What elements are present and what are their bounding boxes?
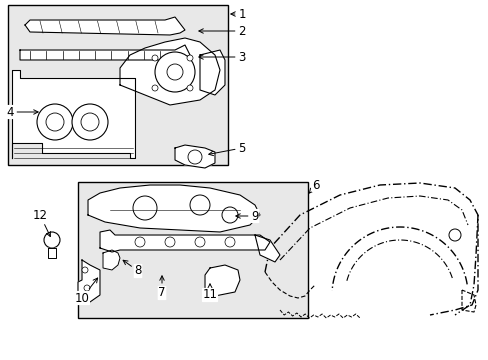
- Bar: [78, 182, 307, 318]
- Circle shape: [164, 237, 175, 247]
- Text: 5: 5: [208, 141, 245, 156]
- Circle shape: [44, 232, 60, 248]
- Polygon shape: [25, 17, 184, 35]
- Circle shape: [186, 55, 193, 61]
- Text: 8: 8: [123, 260, 142, 278]
- Polygon shape: [175, 145, 215, 168]
- Circle shape: [84, 285, 90, 291]
- Circle shape: [133, 196, 157, 220]
- Polygon shape: [12, 70, 135, 158]
- Circle shape: [82, 267, 88, 273]
- Text: 2: 2: [199, 24, 245, 37]
- Polygon shape: [254, 235, 280, 262]
- Circle shape: [81, 113, 99, 131]
- Circle shape: [190, 195, 209, 215]
- Circle shape: [448, 229, 460, 241]
- Polygon shape: [103, 250, 120, 270]
- Polygon shape: [200, 50, 224, 95]
- Polygon shape: [78, 260, 100, 302]
- Text: 3: 3: [199, 50, 245, 63]
- Text: 9: 9: [235, 210, 258, 222]
- Circle shape: [222, 207, 238, 223]
- Circle shape: [152, 85, 158, 91]
- Circle shape: [135, 237, 145, 247]
- Polygon shape: [20, 45, 190, 60]
- Polygon shape: [204, 265, 240, 296]
- Polygon shape: [88, 185, 260, 232]
- Text: 10: 10: [74, 278, 98, 305]
- Polygon shape: [100, 230, 269, 252]
- Circle shape: [155, 52, 195, 92]
- Circle shape: [186, 85, 193, 91]
- Circle shape: [46, 113, 64, 131]
- Circle shape: [187, 150, 202, 164]
- Circle shape: [195, 237, 204, 247]
- Circle shape: [72, 104, 108, 140]
- Circle shape: [37, 104, 73, 140]
- Polygon shape: [48, 248, 56, 258]
- Text: 12: 12: [32, 208, 50, 237]
- Text: 4: 4: [6, 105, 38, 118]
- Polygon shape: [120, 38, 220, 105]
- Circle shape: [224, 237, 235, 247]
- Text: 1: 1: [230, 8, 245, 21]
- Text: 11: 11: [202, 284, 217, 302]
- Circle shape: [167, 64, 183, 80]
- Bar: [8, 5, 227, 165]
- Circle shape: [152, 55, 158, 61]
- Text: 6: 6: [309, 179, 319, 193]
- Text: 7: 7: [158, 276, 165, 300]
